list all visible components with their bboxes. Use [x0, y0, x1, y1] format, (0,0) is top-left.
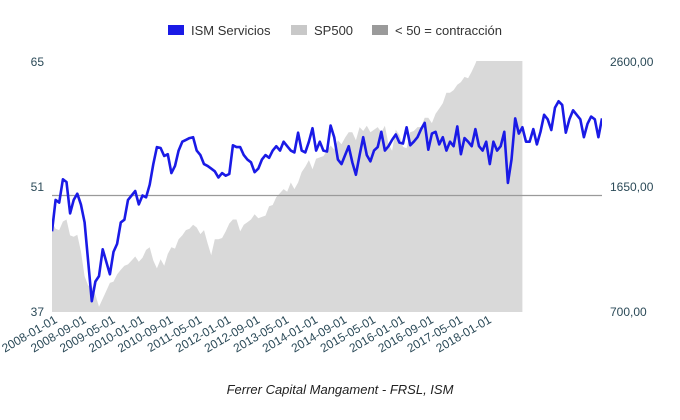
legend-item-sp500[interactable]: SP500 [291, 23, 353, 38]
legend: ISM Servicios SP500 < 50 = contracción [168, 23, 502, 38]
y-right-tick-700: 700,00 [610, 305, 647, 319]
legend-item-threshold[interactable]: < 50 = contracción [372, 23, 502, 38]
legend-swatch-sp500 [291, 25, 307, 35]
y-left-tick-65: 65 [31, 55, 45, 69]
legend-label-sp500: SP500 [314, 23, 353, 38]
y-left-tick-37: 37 [31, 305, 45, 319]
plot-area [52, 61, 602, 312]
x-axis: 2008-01-012008-09-012009-05-012010-01-01… [0, 312, 494, 355]
source-note: Ferrer Capital Mangament - FRSL, ISM [227, 382, 454, 397]
series-line-ism [52, 100, 602, 303]
y-right-tick-1650: 1650,00 [610, 180, 654, 194]
y-right-tick-2600: 2600,00 [610, 55, 654, 69]
legend-label-threshold: < 50 = contracción [395, 23, 502, 38]
series-area-sp500 [52, 61, 523, 312]
y-axis-left: 65 51 37 [31, 55, 45, 319]
legend-label-ism: ISM Servicios [191, 23, 271, 38]
y-left-tick-51: 51 [31, 180, 45, 194]
legend-item-ism[interactable]: ISM Servicios [168, 23, 271, 38]
legend-swatch-ism [168, 25, 184, 35]
y-axis-right: 2600,00 1650,00 700,00 [610, 55, 654, 319]
legend-swatch-threshold [372, 25, 388, 35]
